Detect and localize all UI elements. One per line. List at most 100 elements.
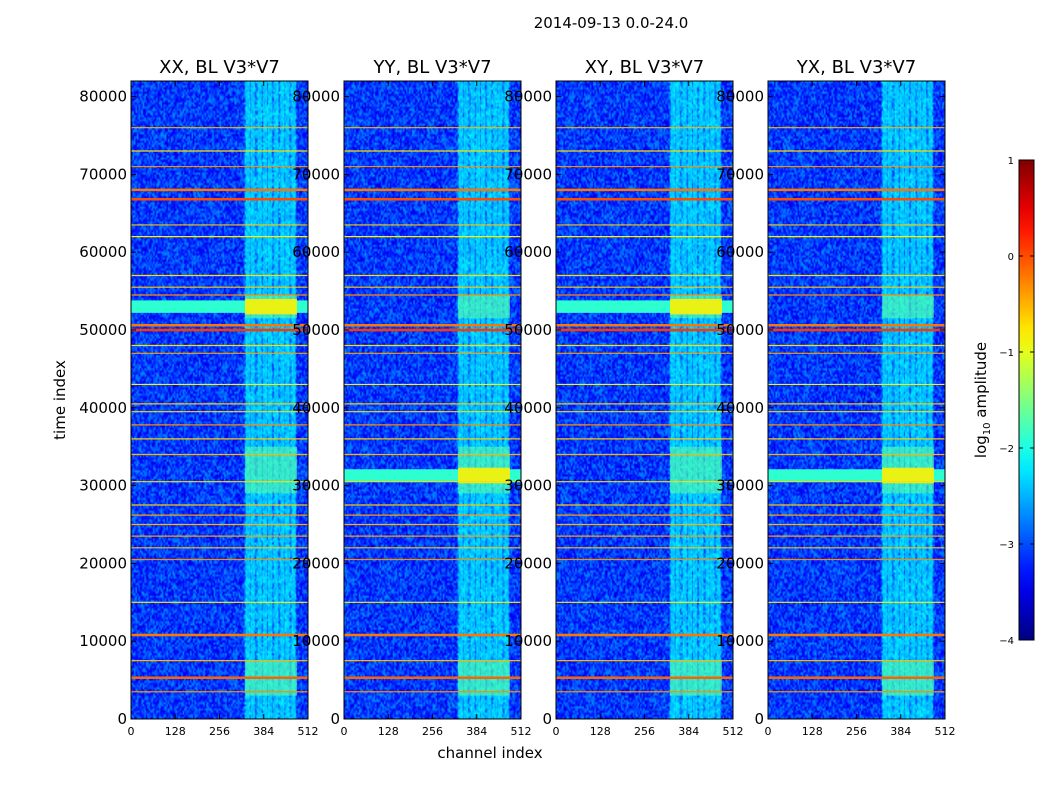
x-tick-label: 384 <box>890 725 911 738</box>
rfi-channel-stripe <box>257 81 262 719</box>
x-tick-label: 256 <box>846 725 867 738</box>
panel-2-heatmap <box>556 81 733 719</box>
rfi-channel-stripe <box>710 81 715 719</box>
panel-title: YY, BL V3*V7 <box>372 57 491 78</box>
x-tick-label: 384 <box>466 725 487 738</box>
y-tick-label: 0 <box>542 710 552 728</box>
y-tick-label: 60000 <box>504 243 552 261</box>
panel-title: XX, BL V3*V7 <box>159 57 280 78</box>
x-tick-label: 0 <box>553 725 560 738</box>
rfi-channel-stripe <box>274 81 279 719</box>
panel-title: XY, BL V3*V7 <box>585 57 704 78</box>
rfi-channel-stripe <box>692 81 697 719</box>
rfi-channel-stripe <box>894 81 899 719</box>
panel-3: YX, BL V3*V7 0 128 256 384 512 0 10000 20000 3000… <box>716 57 955 738</box>
x-tick-label: 256 <box>634 725 655 738</box>
strong-band-core <box>245 298 297 315</box>
x-tick-label: 256 <box>422 725 443 738</box>
x-tick-label: 128 <box>590 725 611 738</box>
rfi-channel-stripe <box>498 81 503 719</box>
rfi-time-block <box>882 294 934 319</box>
y-tick-label: 10000 <box>716 632 764 650</box>
x-tick-label: 512 <box>723 725 744 738</box>
x-tick-label: 512 <box>298 725 319 738</box>
rfi-channel-stripe <box>917 81 922 719</box>
rfi-channel-stripe <box>470 81 475 719</box>
panel-title: YX, BL V3*V7 <box>796 57 916 78</box>
rfi-channel-stripe <box>463 81 468 719</box>
rfi-channel-stripe <box>705 81 710 719</box>
rfi-channel-stripe <box>688 81 693 719</box>
y-tick-label: 40000 <box>292 399 340 417</box>
y-tick-label: 10000 <box>292 632 340 650</box>
y-tick-label: 20000 <box>79 554 127 572</box>
colorbar-gradient <box>1018 159 1035 641</box>
y-tick-label: 70000 <box>716 165 764 183</box>
x-tick-label: 256 <box>209 725 230 738</box>
colorbar: 1 0 −1 −2 −3 −4 log10 amplitude <box>972 156 1035 647</box>
colorbar-tick-label: −2 <box>999 444 1014 455</box>
rfi-channel-stripe <box>263 81 268 719</box>
panel-0: XX, BL V3*V7 0 128 256 384 512 0 10000 20000 3000… <box>79 57 318 738</box>
panel-2: XY, BL V3*V7 0 128 256 384 512 0 10000 20000 3000… <box>504 57 743 738</box>
y-tick-label: 10000 <box>504 632 552 650</box>
x-tick-label: 512 <box>935 725 956 738</box>
colorbar-tick-label: −3 <box>999 540 1014 551</box>
y-tick-label: 40000 <box>504 399 552 417</box>
rfi-channel-stripe <box>245 81 250 719</box>
rfi-channel-stripe <box>493 81 498 719</box>
strong-band-core <box>670 298 722 315</box>
panel-1: YY, BL V3*V7 0 128 256 384 512 0 10000 20000 3000… <box>292 57 531 738</box>
rfi-time-block <box>670 446 722 494</box>
strong-band-core <box>458 467 510 484</box>
y-tick-label: 70000 <box>79 165 127 183</box>
y-tick-label: 40000 <box>79 399 127 417</box>
y-tick-label: 50000 <box>504 321 552 339</box>
y-axis-label: time index <box>51 360 69 440</box>
x-tick-label: 128 <box>802 725 823 738</box>
y-tick-label: 80000 <box>716 88 764 106</box>
rfi-channel-stripe <box>487 81 492 719</box>
rfi-channel-stripe <box>250 81 255 719</box>
y-tick-label: 50000 <box>79 321 127 339</box>
x-tick-label: 128 <box>378 725 399 738</box>
rfi-channel-stripe <box>291 81 296 719</box>
y-tick-label: 20000 <box>504 554 552 572</box>
colorbar-tick-label: 1 <box>1008 156 1014 167</box>
strong-band-core <box>882 467 934 484</box>
rfi-channel-stripe <box>285 81 290 719</box>
y-tick-label: 0 <box>754 710 764 728</box>
y-tick-label: 30000 <box>716 477 764 495</box>
y-tick-label: 50000 <box>292 321 340 339</box>
y-tick-label: 60000 <box>79 243 127 261</box>
panels: XX, BL V3*V7 0 128 256 384 512 0 10000 20000 3000… <box>79 57 955 738</box>
rfi-time-block <box>245 446 297 494</box>
x-tick-label: 128 <box>165 725 186 738</box>
rfi-channel-stripe <box>504 81 509 719</box>
x-tick-label: 384 <box>253 725 274 738</box>
rfi-channel-stripe <box>675 81 680 719</box>
rfi-channel-stripe <box>887 81 892 719</box>
rfi-channel-stripe <box>682 81 687 719</box>
y-tick-label: 20000 <box>292 554 340 572</box>
y-tick-label: 60000 <box>716 243 764 261</box>
rfi-channel-stripe <box>267 81 272 719</box>
y-tick-label: 0 <box>117 710 127 728</box>
y-tick-label: 40000 <box>716 399 764 417</box>
colorbar-tick-label: −4 <box>999 636 1014 647</box>
rfi-channel-stripe <box>911 81 916 719</box>
panel-3-heatmap <box>768 81 945 719</box>
rfi-time-block <box>458 294 510 319</box>
y-tick-label: 80000 <box>504 88 552 106</box>
colorbar-tick-label: −1 <box>999 348 1014 359</box>
y-tick-label: 80000 <box>79 88 127 106</box>
y-tick-label: 30000 <box>292 477 340 495</box>
rfi-channel-stripe <box>280 81 285 719</box>
panel-1-heatmap <box>344 81 521 719</box>
rfi-channel-stripe <box>670 81 675 719</box>
rfi-channel-stripe <box>480 81 485 719</box>
rfi-channel-stripe <box>716 81 721 719</box>
y-tick-label: 30000 <box>79 477 127 495</box>
rfi-channel-stripe <box>900 81 905 719</box>
